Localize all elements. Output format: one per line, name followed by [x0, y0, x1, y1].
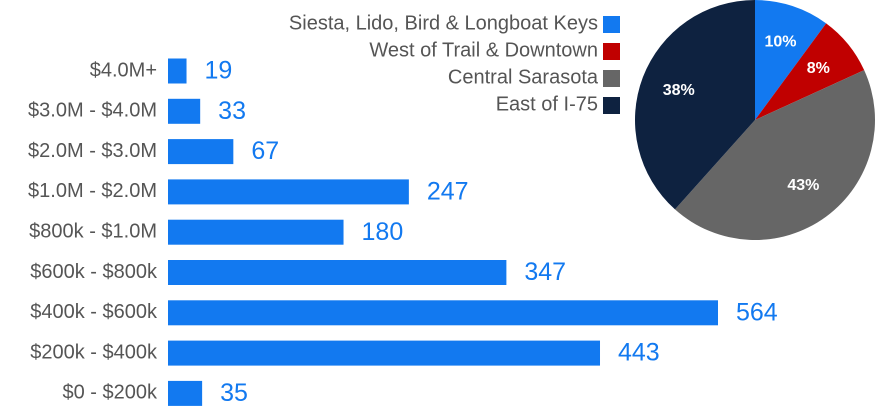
category-label: $0 - $200k — [62, 382, 158, 404]
pie-slice — [755, 23, 865, 120]
legend-label: East of I-75 — [496, 93, 598, 115]
value-label: 180 — [362, 218, 404, 246]
value-label: 247 — [427, 178, 469, 206]
bar — [168, 380, 203, 406]
legend-swatch — [603, 16, 620, 33]
bar — [168, 260, 507, 285]
value-label: 35 — [220, 379, 248, 407]
value-label: 443 — [618, 339, 660, 367]
category-label: $600k - $800k — [30, 261, 158, 283]
legend-label: Siesta, Lido, Bird & Longboat Keys — [289, 12, 598, 34]
category-label: $3.0M - $4.0M — [28, 100, 157, 122]
bar — [168, 340, 601, 366]
bar — [168, 58, 187, 84]
value-label: 33 — [218, 97, 246, 125]
slice-label: 38% — [663, 82, 695, 99]
legend-swatch — [603, 43, 620, 60]
category-label: $400k - $600k — [30, 301, 158, 323]
bar — [168, 139, 234, 165]
value-label: 67 — [251, 137, 279, 165]
category-label: $2.0M - $3.0M — [28, 140, 157, 162]
bar — [168, 300, 718, 326]
slice-label: 8% — [807, 60, 830, 77]
pie-slice — [635, 0, 755, 210]
slice-label: 10% — [764, 34, 796, 51]
value-label: 347 — [524, 258, 566, 286]
bar — [168, 98, 201, 124]
legend-swatch — [603, 97, 620, 114]
pie-slice — [755, 0, 827, 120]
legend-swatch — [603, 70, 620, 87]
category-label: $1.0M - $2.0M — [28, 180, 157, 202]
category-label: $800k - $1.0M — [29, 220, 157, 242]
bar — [168, 179, 409, 205]
slice-label: 43% — [787, 177, 819, 194]
value-label: 564 — [736, 298, 778, 326]
value-label: 19 — [205, 57, 233, 85]
bar — [168, 219, 344, 245]
category-label: $200k - $400k — [30, 341, 158, 363]
pie-slice — [674, 70, 875, 240]
legend-label: West of Trail & Downtown — [369, 39, 598, 61]
category-label: $4.0M+ — [90, 59, 157, 81]
legend-label: Central Sarasota — [448, 66, 599, 88]
